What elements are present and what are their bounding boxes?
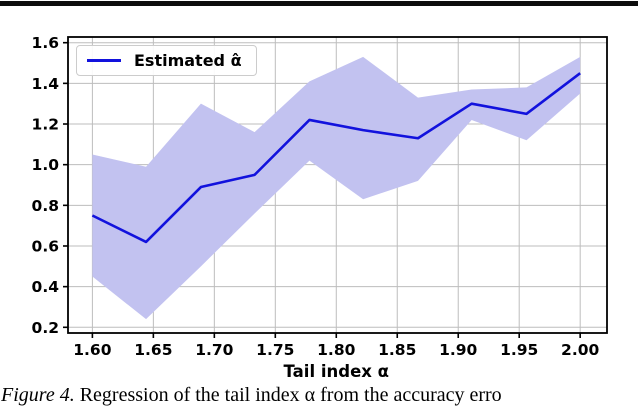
svg-text:0.8: 0.8 (32, 197, 59, 215)
legend-line-swatch (87, 59, 121, 62)
svg-text:1.6: 1.6 (32, 34, 59, 52)
legend-label: Estimated α̂ (134, 50, 242, 70)
svg-text:0.6: 0.6 (32, 237, 59, 255)
figure-caption-text: Regression of the tail index α from the … (74, 384, 502, 406)
top-divider-rule (0, 1, 638, 6)
figure-caption-label: Figure 4. (1, 384, 75, 406)
svg-text:1.80: 1.80 (317, 341, 355, 359)
legend: Estimated α̂ (76, 45, 257, 76)
svg-text:1.2: 1.2 (32, 116, 59, 134)
svg-text:1.60: 1.60 (73, 341, 111, 359)
svg-text:1.85: 1.85 (378, 341, 416, 359)
figure-caption: Figure 4. Regression of the tail index α… (1, 384, 638, 406)
svg-text:1.75: 1.75 (256, 341, 294, 359)
svg-text:1.0: 1.0 (32, 156, 60, 174)
svg-text:2.00: 2.00 (561, 341, 599, 359)
line-chart: 1.60 1.65 1.70 1.75 1.80 1.85 1.90 1.95 2.00 0.2 0… (32, 34, 608, 381)
svg-text:1.4: 1.4 (32, 75, 60, 93)
svg-text:Tail index α: Tail index α (284, 362, 389, 381)
svg-text:0.2: 0.2 (32, 319, 59, 337)
svg-text:1.65: 1.65 (134, 341, 172, 359)
svg-text:1.95: 1.95 (500, 341, 538, 359)
svg-text:1.90: 1.90 (439, 341, 477, 359)
svg-text:0.4: 0.4 (32, 278, 60, 296)
svg-text:1.70: 1.70 (195, 341, 233, 359)
